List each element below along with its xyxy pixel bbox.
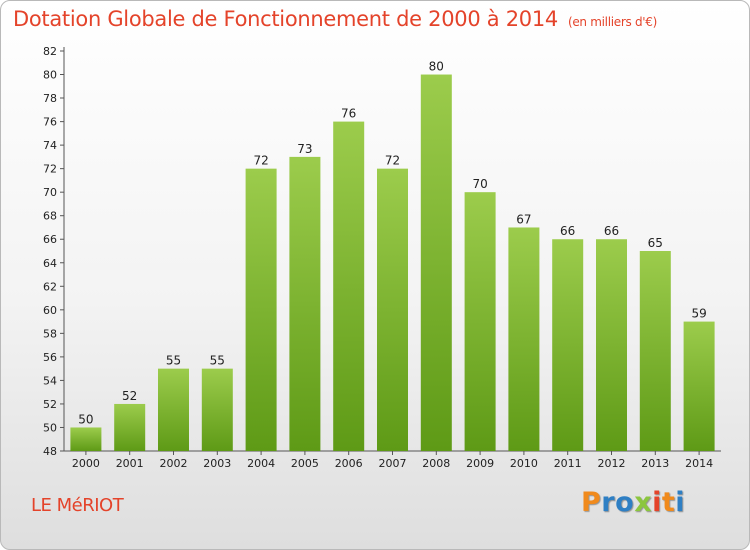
y-tick-label: 56 — [43, 351, 57, 364]
bar-2014 — [683, 321, 715, 451]
bar-2013 — [639, 251, 671, 451]
y-tick-label: 66 — [43, 233, 57, 246]
y-tick-label: 78 — [43, 92, 57, 105]
bar-2005 — [289, 156, 321, 451]
data-label-2010: 67 — [516, 212, 531, 226]
bar-2004 — [245, 168, 277, 451]
data-label-2013: 65 — [648, 236, 663, 250]
x-tick-label-2009: 2009 — [466, 457, 494, 470]
bar-2000 — [70, 427, 102, 451]
x-tick-label-2014: 2014 — [685, 457, 713, 470]
data-label-2000: 50 — [78, 412, 93, 426]
x-tick-label-2002: 2002 — [160, 457, 188, 470]
logo-letter: x — [634, 487, 653, 518]
x-tick-label-2006: 2006 — [335, 457, 363, 470]
y-tick-label: 74 — [43, 139, 57, 152]
x-tick-label-2011: 2011 — [554, 457, 582, 470]
data-label-2003: 55 — [210, 354, 225, 368]
x-tick-label-2008: 2008 — [422, 457, 450, 470]
data-label-2014: 59 — [691, 307, 706, 321]
x-tick-label-2001: 2001 — [116, 457, 144, 470]
y-tick-label: 54 — [43, 374, 57, 387]
bars: 50 52 55 55 72 73 76 72 80 70 67 66 66 65 59 — [70, 60, 715, 452]
x-tick-label-2012: 2012 — [598, 457, 626, 470]
bar-2012 — [596, 239, 627, 451]
logo-letter: t — [661, 487, 676, 518]
x-tick-label-2003: 2003 — [203, 457, 231, 470]
bar-2001 — [114, 403, 146, 451]
y-tick-label: 48 — [43, 445, 57, 458]
y-tick-label: 60 — [43, 304, 57, 317]
x-tick-label-2013: 2013 — [641, 457, 669, 470]
logo-letter: o — [615, 487, 635, 518]
x-tick-label-2000: 2000 — [72, 457, 100, 470]
y-tick-label: 50 — [43, 421, 57, 434]
y-tick-label: 68 — [43, 210, 57, 223]
y-tick-label: 64 — [43, 257, 57, 270]
y-tick-label: 52 — [43, 398, 57, 411]
data-label-2006: 76 — [341, 107, 356, 121]
data-label-2007: 72 — [385, 154, 400, 168]
chart-title: Dotation Globale de Fonctionnement de 20… — [13, 7, 657, 31]
bar-2006 — [333, 121, 365, 452]
data-label-2008: 80 — [429, 60, 444, 74]
x-tick-label-2005: 2005 — [291, 457, 319, 470]
bar-2002 — [158, 368, 189, 451]
bar-2007 — [377, 168, 408, 451]
y-tick-label: 80 — [43, 69, 57, 82]
y-tick-label: 58 — [43, 327, 57, 340]
bar-2011 — [552, 239, 584, 451]
data-label-2012: 66 — [604, 224, 619, 238]
chart-subtitle: (en milliers d'€) — [567, 15, 657, 29]
data-label-2002: 55 — [166, 354, 181, 368]
data-label-2009: 70 — [472, 177, 487, 191]
logo-letter: r — [601, 487, 616, 518]
data-label-2004: 72 — [253, 154, 268, 168]
data-label-2001: 52 — [122, 389, 137, 403]
bar-2008 — [420, 74, 452, 451]
bar-2003 — [201, 368, 233, 451]
x-tick-label-2010: 2010 — [510, 457, 538, 470]
y-tick-label: 72 — [43, 163, 57, 176]
logo-letter: i — [675, 487, 686, 518]
bar-2010 — [508, 227, 540, 451]
x-tick-label-2004: 2004 — [247, 457, 275, 470]
y-tick-label: 62 — [43, 280, 57, 293]
logo-letter: P — [581, 487, 602, 518]
y-tick-label: 82 — [43, 45, 57, 58]
proxiti-logo[interactable]: Proxiti — [581, 487, 685, 518]
y-tick-label: 76 — [43, 116, 57, 129]
x-tick-label-2007: 2007 — [379, 457, 407, 470]
commune-name: LE MéRIOT — [31, 495, 124, 516]
bar-2009 — [464, 192, 496, 452]
logo-letter: i — [652, 487, 662, 518]
y-tick-label: 70 — [43, 186, 57, 199]
data-label-2011: 66 — [560, 224, 575, 238]
axes: 48 50 52 54 56 58 60 62 64 66 68 70 72 74 76 78 80 82 2000… — [43, 45, 721, 470]
data-label-2005: 73 — [297, 142, 312, 156]
